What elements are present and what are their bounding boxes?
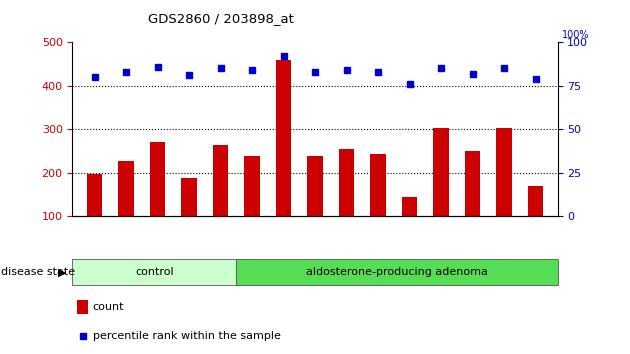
- Bar: [87, 174, 102, 216]
- Bar: [339, 149, 354, 216]
- Bar: [213, 145, 228, 216]
- Bar: [276, 60, 291, 216]
- Bar: [528, 185, 543, 216]
- Bar: [150, 142, 165, 216]
- Text: control: control: [135, 267, 174, 277]
- Bar: [72, 259, 236, 285]
- Bar: [433, 129, 449, 216]
- Bar: [307, 156, 323, 216]
- Text: count: count: [93, 302, 124, 313]
- Bar: [496, 128, 512, 216]
- Text: 100%: 100%: [562, 30, 589, 40]
- Bar: [244, 156, 260, 216]
- Bar: [370, 154, 386, 216]
- Bar: [77, 301, 88, 314]
- Text: aldosterone-producing adenoma: aldosterone-producing adenoma: [306, 267, 488, 277]
- Bar: [402, 197, 417, 216]
- Text: ▶: ▶: [58, 267, 66, 277]
- Bar: [181, 178, 197, 216]
- Text: disease state: disease state: [1, 267, 75, 277]
- Bar: [465, 151, 480, 216]
- Text: GDS2860 / 203898_at: GDS2860 / 203898_at: [148, 12, 294, 25]
- Bar: [118, 161, 134, 216]
- Text: percentile rank within the sample: percentile rank within the sample: [93, 331, 281, 341]
- Bar: [236, 259, 558, 285]
